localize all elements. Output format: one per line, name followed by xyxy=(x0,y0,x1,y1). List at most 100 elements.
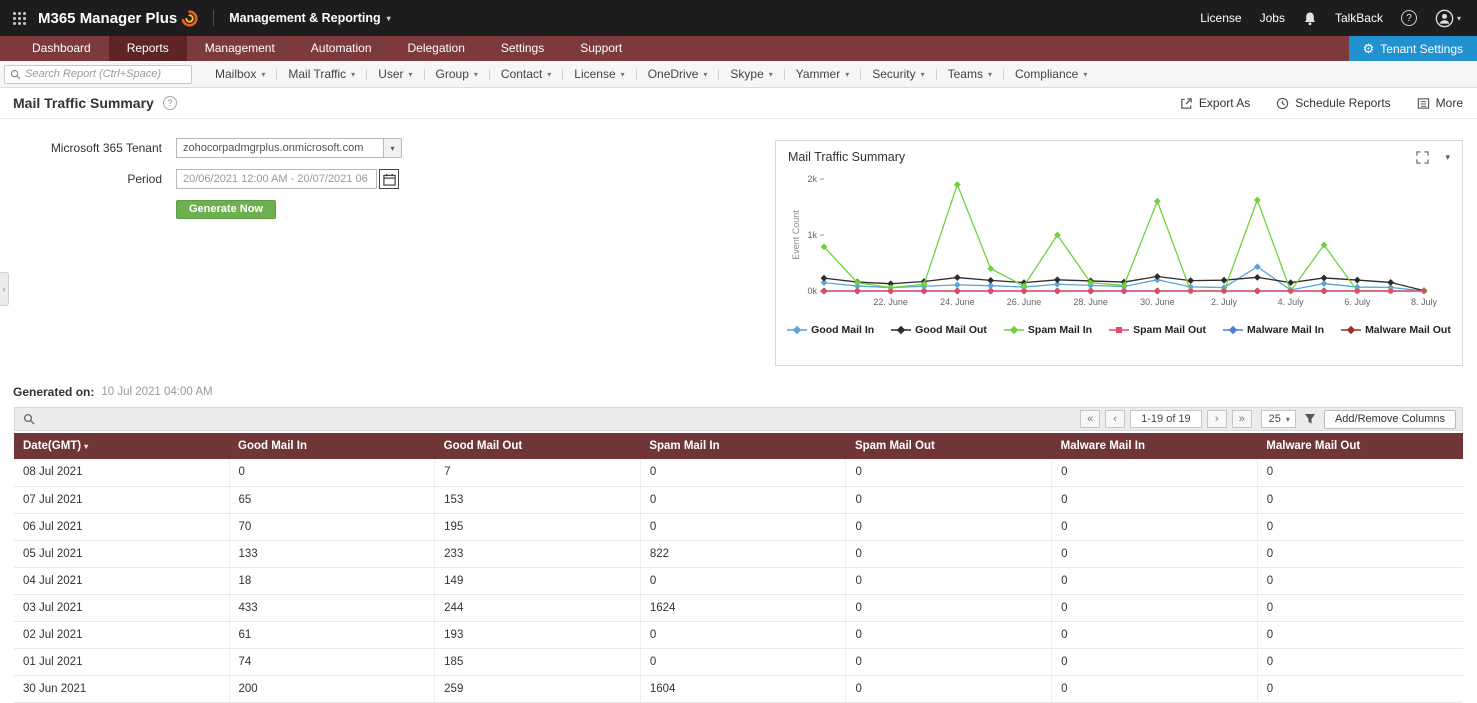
table-cell: 0 xyxy=(1051,621,1258,649)
nav-tab-support[interactable]: Support xyxy=(580,41,623,55)
report-menu-compliance[interactable]: Compliance ▾ xyxy=(1014,67,1088,81)
help-icon[interactable]: ? xyxy=(1400,10,1417,26)
export-as-button[interactable]: Export As xyxy=(1180,96,1250,110)
top-bar: M365 Manager Plus Management & Reporting… xyxy=(0,0,1477,36)
column-header-malware-mail-in[interactable]: Malware Mail In xyxy=(1051,433,1258,459)
legend-malware-mail-out[interactable]: Malware Mail Out xyxy=(1341,324,1451,336)
period-input[interactable] xyxy=(176,169,377,189)
last-page-button[interactable]: » xyxy=(1231,410,1252,428)
report-menu-yammer[interactable]: Yammer ▾ xyxy=(795,67,850,81)
table-row[interactable]: 02 Jul 2021 61 193 0 0 0 0 xyxy=(14,621,1463,649)
mail-traffic-chart: 0k 1k 2k 22. June 24. June 26. June 28. June 30… xyxy=(791,174,1438,307)
next-page-button[interactable]: › xyxy=(1206,410,1227,428)
table-search-icon[interactable] xyxy=(23,413,35,425)
jobs-link[interactable]: Jobs xyxy=(1259,11,1285,25)
report-menu-bar: Mailbox▾ Mail Traffic▾ User▾ Group▾ Contact▾… xyxy=(0,61,1477,88)
calendar-icon[interactable] xyxy=(379,169,399,189)
talkback-link[interactable]: TalkBack xyxy=(1334,11,1383,25)
table-cell: 0 xyxy=(845,513,1053,541)
report-menu-mail-traffic[interactable]: Mail Traffic ▾ xyxy=(288,67,356,81)
user-avatar[interactable]: ▾ xyxy=(1435,9,1461,28)
table-row[interactable]: 06 Jul 2021 70 195 0 0 0 0 xyxy=(14,513,1463,541)
svg-text:4. July: 4. July xyxy=(1278,297,1305,307)
add-remove-columns-button[interactable]: Add/Remove Columns xyxy=(1323,409,1456,429)
table-row[interactable]: 08 Jul 2021 0 7 0 0 0 0 xyxy=(14,459,1463,487)
table-cell: 65 xyxy=(229,486,436,514)
column-header-good-mail-in[interactable]: Good Mail In xyxy=(229,433,435,459)
expand-icon[interactable] xyxy=(1416,150,1430,164)
prev-page-button[interactable]: ‹ xyxy=(1105,410,1126,428)
table-cell: 05 Jul 2021 xyxy=(14,540,230,568)
legend-good-mail-out[interactable]: Good Mail Out xyxy=(891,324,987,336)
table-row[interactable]: 05 Jul 2021 133 233 822 0 0 0 xyxy=(14,540,1463,568)
column-header-spam-mail-out[interactable]: Spam Mail Out xyxy=(845,433,1052,459)
filter-icon[interactable] xyxy=(1304,413,1316,425)
table-cell: 0 xyxy=(640,486,847,514)
brand-swirl-icon xyxy=(181,9,198,27)
table-row[interactable]: 07 Jul 2021 65 153 0 0 0 0 xyxy=(14,486,1463,514)
nav-tab-delegation[interactable]: Delegation xyxy=(407,41,465,55)
nav-tab-dashboard[interactable]: Dashboard xyxy=(32,41,91,55)
legend-malware-mail-in[interactable]: Malware Mail In xyxy=(1223,324,1324,336)
license-link[interactable]: License xyxy=(1200,11,1242,25)
column-header-malware-mail-out[interactable]: Malware Mail Out xyxy=(1257,433,1463,459)
nav-tab-settings[interactable]: Settings xyxy=(500,41,545,55)
legend-label: Good Mail Out xyxy=(915,324,987,336)
notifications-bell-icon[interactable] xyxy=(1303,11,1317,26)
page-size-select[interactable]: 25 ▾ xyxy=(1260,410,1296,428)
nav-tab-management[interactable]: Management xyxy=(204,41,275,55)
report-menu-skype[interactable]: Skype ▾ xyxy=(730,67,773,81)
table-cell: 0 xyxy=(229,459,436,487)
topbar-left: M365 Manager Plus Management & Reporting… xyxy=(12,10,391,27)
table-row[interactable]: 04 Jul 2021 18 149 0 0 0 0 xyxy=(14,567,1463,595)
apps-grid-icon[interactable] xyxy=(12,11,27,26)
more-button[interactable]: More xyxy=(1417,96,1463,110)
report-search[interactable] xyxy=(4,64,192,84)
table-cell: 0 xyxy=(1051,459,1258,487)
tenant-settings-button[interactable]: ⚙ Tenant Settings xyxy=(1348,36,1477,61)
chart-legend: Good Mail In Good Mail Out Spam Mail In Spa… xyxy=(776,324,1462,336)
table-cell: 0 xyxy=(640,459,847,487)
menu-separator xyxy=(488,68,490,80)
report-menu-group[interactable]: Group ▾ xyxy=(435,67,478,81)
module-selector[interactable]: Management & Reporting ▾ xyxy=(229,11,390,25)
report-menu-mailbox[interactable]: Mailbox ▾ xyxy=(215,67,266,81)
table-cell: 02 Jul 2021 xyxy=(14,621,230,649)
legend-good-mail-in[interactable]: Good Mail In xyxy=(787,324,874,336)
nav-tab-automation[interactable]: Automation xyxy=(310,41,372,55)
table-cell: 08 Jul 2021 xyxy=(14,459,230,487)
table-cell: 0 xyxy=(1257,540,1463,568)
legend-spam-mail-out[interactable]: Spam Mail Out xyxy=(1109,324,1206,336)
first-page-button[interactable]: « xyxy=(1080,410,1101,428)
nav-tab-reports[interactable]: Reports xyxy=(108,36,187,61)
column-header-spam-mail-in[interactable]: Spam Mail In xyxy=(640,433,846,459)
sidebar-collapse-handle[interactable]: ‹ xyxy=(0,272,9,306)
column-header-date-gmt-[interactable]: Date(GMT) ▾ xyxy=(14,433,229,459)
table-header-row: Date(GMT) ▾ Good Mail In Good Mail Out Spam … xyxy=(14,433,1463,459)
report-menu-security[interactable]: Security ▾ xyxy=(872,67,925,81)
svg-text:28. June: 28. June xyxy=(1073,297,1108,307)
report-search-input[interactable] xyxy=(25,68,186,80)
chart-menu-icon[interactable]: ▾ xyxy=(1445,151,1450,162)
table-row[interactable]: 01 Jul 2021 74 185 0 0 0 0 xyxy=(14,648,1463,676)
table-cell: 0 xyxy=(1051,486,1258,514)
tenant-select[interactable]: zohocorpadmgrplus.onmicrosoft.com ▾ xyxy=(176,138,402,158)
report-menu-contact[interactable]: Contact ▾ xyxy=(500,67,552,81)
report-menu-onedrive[interactable]: OneDrive ▾ xyxy=(647,67,708,81)
chevron-down-icon: ▾ xyxy=(768,69,773,79)
table-cell: 0 xyxy=(845,459,1053,487)
menu-separator xyxy=(1002,68,1004,80)
menu-separator xyxy=(860,68,862,80)
table-cell: 133 xyxy=(229,540,436,568)
table-row[interactable]: 03 Jul 2021 433 244 1624 0 0 0 xyxy=(14,594,1463,622)
schedule-reports-button[interactable]: Schedule Reports xyxy=(1276,96,1391,110)
report-menu-teams[interactable]: Teams ▾ xyxy=(947,67,992,81)
table-cell: 195 xyxy=(434,513,641,541)
report-help-icon[interactable]: ? xyxy=(162,96,177,110)
legend-marker-icon xyxy=(1341,325,1362,335)
legend-spam-mail-in[interactable]: Spam Mail In xyxy=(1003,324,1092,336)
report-menu-license[interactable]: License ▾ xyxy=(574,67,625,81)
report-menu-user[interactable]: User ▾ xyxy=(378,67,413,81)
column-header-good-mail-out[interactable]: Good Mail Out xyxy=(434,433,641,459)
generate-now-button[interactable]: Generate Now xyxy=(176,200,276,219)
